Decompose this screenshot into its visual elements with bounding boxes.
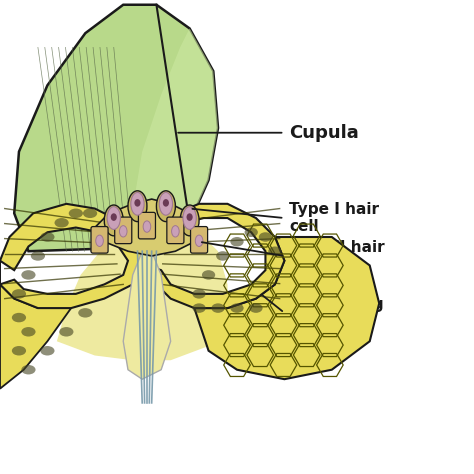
Text: Supporting
cell: Supporting cell — [289, 297, 385, 328]
Polygon shape — [194, 237, 379, 379]
Text: Type II hair
cell: Type II hair cell — [289, 240, 385, 272]
Ellipse shape — [40, 232, 55, 242]
Ellipse shape — [110, 213, 117, 221]
Ellipse shape — [31, 251, 45, 261]
Polygon shape — [0, 261, 71, 389]
Ellipse shape — [131, 192, 144, 215]
Text: Type I hair
cell: Type I hair cell — [289, 202, 379, 234]
Ellipse shape — [180, 205, 199, 236]
FancyBboxPatch shape — [115, 217, 132, 244]
Ellipse shape — [107, 207, 120, 229]
Ellipse shape — [12, 346, 26, 356]
Ellipse shape — [143, 221, 151, 232]
FancyBboxPatch shape — [167, 217, 184, 244]
Ellipse shape — [245, 228, 258, 237]
Ellipse shape — [216, 251, 229, 261]
Ellipse shape — [230, 303, 244, 313]
Ellipse shape — [192, 303, 206, 313]
Ellipse shape — [78, 308, 92, 318]
Ellipse shape — [268, 246, 282, 256]
Ellipse shape — [183, 207, 196, 229]
Ellipse shape — [21, 270, 36, 280]
Ellipse shape — [172, 226, 179, 237]
Ellipse shape — [119, 226, 127, 237]
Ellipse shape — [187, 213, 192, 221]
Ellipse shape — [135, 199, 140, 207]
Ellipse shape — [249, 303, 263, 313]
Polygon shape — [133, 28, 218, 246]
Ellipse shape — [21, 327, 36, 337]
Ellipse shape — [156, 191, 175, 222]
Ellipse shape — [211, 303, 225, 313]
FancyBboxPatch shape — [91, 227, 108, 253]
Polygon shape — [14, 5, 218, 251]
Ellipse shape — [96, 235, 103, 246]
Ellipse shape — [12, 289, 26, 299]
Ellipse shape — [59, 327, 73, 337]
Polygon shape — [147, 204, 284, 308]
Polygon shape — [123, 251, 171, 379]
Ellipse shape — [40, 346, 55, 356]
Ellipse shape — [104, 205, 123, 236]
Text: Cupula: Cupula — [289, 124, 359, 142]
Ellipse shape — [12, 313, 26, 322]
Ellipse shape — [259, 232, 272, 242]
Ellipse shape — [192, 289, 206, 299]
Ellipse shape — [128, 191, 147, 222]
Polygon shape — [0, 204, 152, 308]
Ellipse shape — [55, 218, 69, 228]
Ellipse shape — [163, 199, 169, 207]
Ellipse shape — [159, 192, 173, 215]
FancyBboxPatch shape — [138, 212, 155, 239]
Ellipse shape — [83, 209, 97, 218]
Ellipse shape — [202, 270, 215, 280]
Ellipse shape — [195, 235, 203, 246]
Ellipse shape — [21, 365, 36, 374]
Ellipse shape — [230, 237, 244, 246]
FancyBboxPatch shape — [191, 227, 208, 253]
Polygon shape — [57, 218, 228, 360]
Ellipse shape — [69, 209, 83, 218]
Polygon shape — [95, 199, 199, 256]
